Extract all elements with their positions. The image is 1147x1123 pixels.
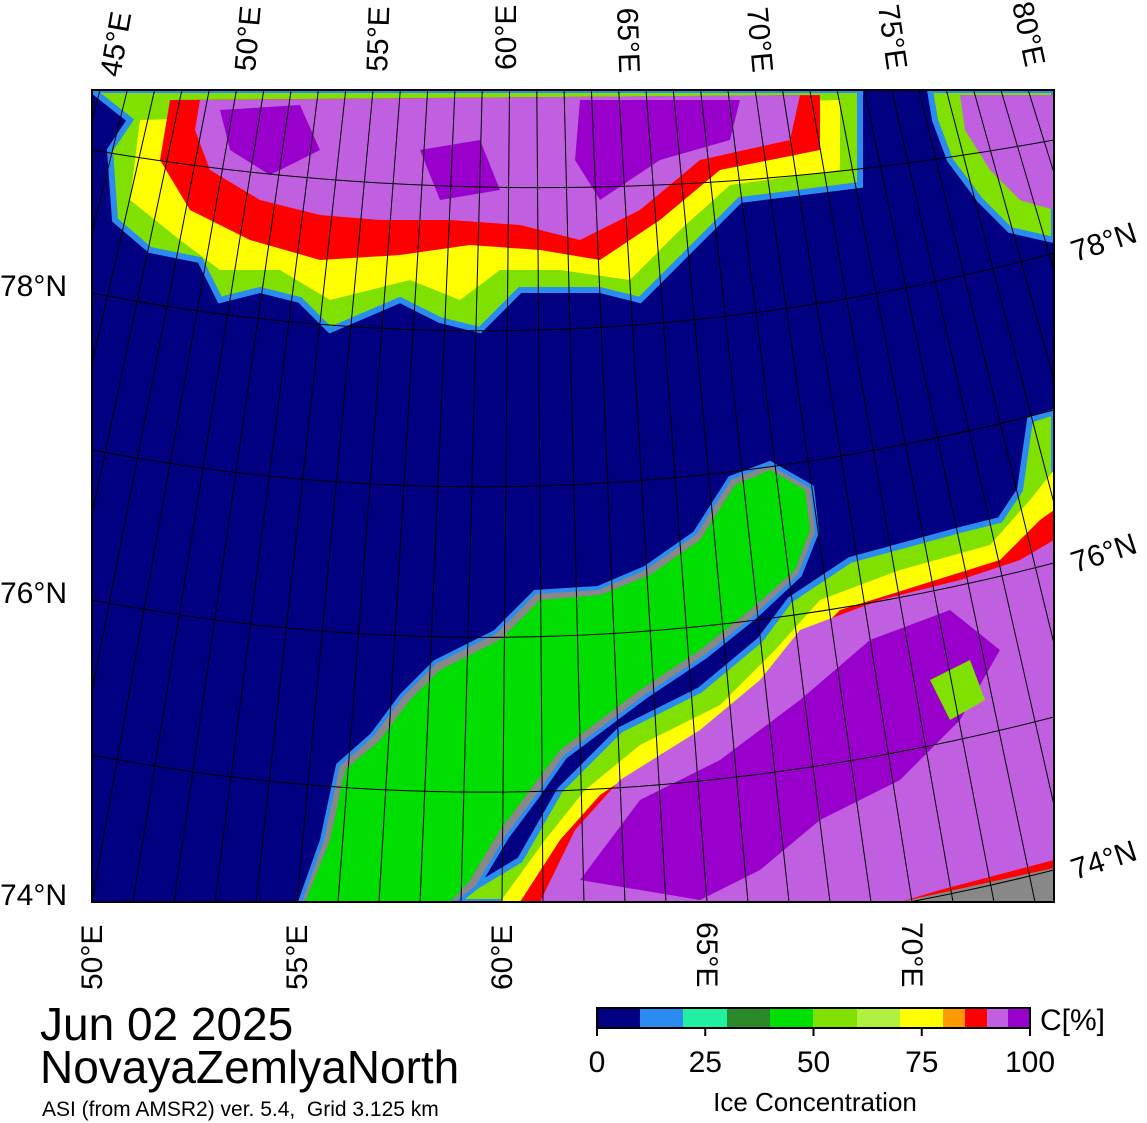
meridian <box>255 90 347 902</box>
meridian <box>419 90 456 902</box>
colorbar-bin <box>857 1008 900 1028</box>
colorbar-label: Ice Concentration <box>713 1087 917 1117</box>
lon-label: 45°E <box>94 9 138 79</box>
lon-label: 70°E <box>740 6 779 74</box>
meridian <box>92 90 156 367</box>
colorbar-unit: C[%] <box>1040 1004 1105 1037</box>
colorbar-bin <box>943 1008 965 1028</box>
meridian <box>945 90 1054 506</box>
meridian <box>92 90 128 236</box>
meridian <box>501 90 510 902</box>
lat-label: 76°N <box>0 577 67 610</box>
colorbar-bin <box>727 1008 770 1028</box>
meridian <box>92 90 237 902</box>
region-title: NovayaZemlyaNorth <box>40 1041 459 1093</box>
meridian <box>782 90 913 902</box>
colorbar-bin <box>683 1008 727 1028</box>
meridian <box>863 90 1036 902</box>
meridian <box>132 90 265 902</box>
meridian <box>214 90 319 902</box>
meridian <box>1137 90 1147 902</box>
meridian <box>1083 90 1147 902</box>
date-title: Jun 02 2025 <box>40 998 293 1050</box>
lon-label: 70°E <box>895 922 928 987</box>
lon-label: 55°E <box>281 925 314 990</box>
colorbar-bin <box>987 1008 1008 1028</box>
colorbar-tick-label: 100 <box>1005 1046 1055 1079</box>
meridian <box>92 90 101 123</box>
meridian <box>1000 90 1054 273</box>
lat-label: 74°N <box>0 879 67 912</box>
meridian <box>672 90 749 902</box>
meridian <box>563 90 585 902</box>
subtitle: ASI (from AMSR2) ver. 5.4, Grid 3.125 km <box>42 1098 439 1121</box>
graticule <box>92 90 1147 902</box>
parallel <box>92 409 1054 488</box>
lon-label: 80°E <box>1005 0 1051 69</box>
parallel <box>92 562 1054 638</box>
lat-label: 78°N <box>0 270 67 303</box>
colorbar-bin <box>813 1008 857 1028</box>
lon-label: 65°E <box>690 922 723 987</box>
lon-label: 60°E <box>490 5 523 70</box>
colorbar-bin <box>965 1008 987 1028</box>
meridian <box>92 90 183 518</box>
colorbar-bin <box>1008 1008 1030 1028</box>
lon-label: 65°E <box>610 7 645 74</box>
meridian <box>92 90 210 695</box>
lon-label: 50°E <box>76 925 109 990</box>
colorbar-bin <box>770 1008 813 1028</box>
graticule-labels: 45°E 50°E 55°E 60°E 65°E 70°E 75°E 80°E … <box>0 0 1141 990</box>
meridian <box>590 90 626 902</box>
lon-label: 50°E <box>229 5 268 73</box>
meridian <box>378 90 429 902</box>
meridian <box>460 90 483 902</box>
land <box>900 868 1054 902</box>
parallel <box>92 252 1054 332</box>
meridian <box>727 90 831 902</box>
meridian <box>173 90 292 902</box>
land <box>305 470 810 902</box>
colorbar-tick-label: 25 <box>689 1046 722 1079</box>
ice-core <box>960 95 1054 210</box>
colorbar-tick-label: 75 <box>905 1046 938 1079</box>
meridian <box>337 90 401 902</box>
parallel <box>92 716 1054 793</box>
colorbar-bin <box>640 1008 683 1028</box>
meridian <box>836 90 995 902</box>
lat-label: 74°N <box>1067 835 1141 887</box>
meridian <box>536 90 544 902</box>
colorbar-bin <box>900 1008 943 1028</box>
meridian <box>809 90 954 902</box>
colorbar-tick-label: 0 <box>589 1046 606 1079</box>
meridian <box>754 90 872 902</box>
colorbar-tick-label: 50 <box>797 1046 830 1079</box>
ice-core-dark <box>220 100 740 200</box>
colorbar: 0 25 50 75 100 C[%] Ice Concentration <box>589 1004 1105 1117</box>
meridian <box>296 90 374 902</box>
map-frame <box>91 89 1055 903</box>
meridian <box>918 90 1054 646</box>
meridian <box>1110 90 1147 902</box>
meridian <box>645 90 708 902</box>
ice-patch <box>930 660 985 720</box>
ice-core-dark <box>580 610 1000 900</box>
meridian <box>700 90 790 902</box>
colorbar-bin <box>597 1008 640 1028</box>
lon-label: 75°E <box>871 2 913 71</box>
meridian <box>891 90 1054 808</box>
meridian <box>618 90 667 902</box>
lat-label: 78°N <box>1067 217 1141 269</box>
lat-label: 76°N <box>1067 528 1141 580</box>
map <box>92 90 1147 902</box>
meridian <box>973 90 1054 382</box>
lon-label: 60°E <box>486 925 519 990</box>
lon-label: 55°E <box>361 6 396 73</box>
meridian <box>1056 90 1147 902</box>
